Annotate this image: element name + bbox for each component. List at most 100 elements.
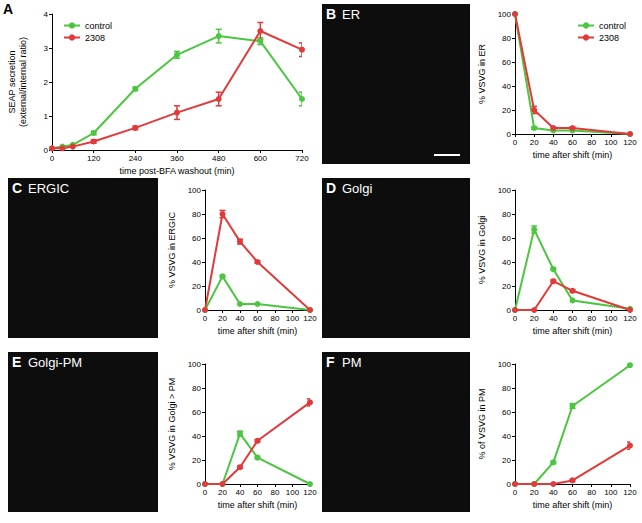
svg-text:time after shift (min): time after shift (min) <box>533 500 613 510</box>
svg-text:40: 40 <box>502 258 511 267</box>
svg-text:60: 60 <box>253 314 262 323</box>
svg-text:SEAP secretion: SEAP secretion <box>7 51 17 114</box>
svg-text:PM: PM <box>342 355 362 370</box>
svg-text:A: A <box>3 1 13 17</box>
svg-text:80: 80 <box>587 314 596 323</box>
svg-text:100: 100 <box>286 488 300 497</box>
svg-text:C: C <box>12 180 22 196</box>
svg-text:time after shift (min): time after shift (min) <box>533 326 613 336</box>
svg-text:% VSVG in ERGIC: % VSVG in ERGIC <box>167 211 177 288</box>
svg-text:100: 100 <box>498 10 512 19</box>
svg-text:ER: ER <box>342 7 360 22</box>
svg-text:60: 60 <box>502 408 511 417</box>
svg-text:1: 1 <box>44 112 49 121</box>
svg-text:40: 40 <box>192 432 201 441</box>
svg-text:100: 100 <box>604 314 618 323</box>
svg-text:ERGIC: ERGIC <box>28 181 69 196</box>
svg-text:120: 120 <box>623 314 637 323</box>
svg-text:80: 80 <box>587 138 596 147</box>
svg-text:60: 60 <box>568 138 577 147</box>
svg-text:2308: 2308 <box>85 33 105 43</box>
svg-text:40: 40 <box>549 314 558 323</box>
svg-text:40: 40 <box>502 432 511 441</box>
svg-text:100: 100 <box>498 360 512 369</box>
svg-text:120: 120 <box>623 488 637 497</box>
svg-text:80: 80 <box>271 488 280 497</box>
svg-text:40: 40 <box>192 258 201 267</box>
svg-text:2308: 2308 <box>599 33 619 43</box>
svg-text:120: 120 <box>623 138 637 147</box>
svg-text:4: 4 <box>44 10 49 19</box>
svg-text:60: 60 <box>253 488 262 497</box>
svg-text:120: 120 <box>87 154 101 163</box>
svg-text:20: 20 <box>218 488 227 497</box>
svg-text:80: 80 <box>587 488 596 497</box>
svg-text:100: 100 <box>286 314 300 323</box>
svg-text:120: 120 <box>303 488 317 497</box>
svg-text:20: 20 <box>192 456 201 465</box>
svg-text:60: 60 <box>192 408 201 417</box>
svg-text:20: 20 <box>530 138 539 147</box>
svg-text:20: 20 <box>502 106 511 115</box>
svg-text:80: 80 <box>502 34 511 43</box>
svg-text:100: 100 <box>604 138 618 147</box>
svg-text:0: 0 <box>507 480 512 489</box>
svg-text:40: 40 <box>549 488 558 497</box>
svg-text:40: 40 <box>549 138 558 147</box>
svg-text:100: 100 <box>498 186 512 195</box>
svg-text:80: 80 <box>192 384 201 393</box>
svg-text:time after shift (min): time after shift (min) <box>218 326 298 336</box>
svg-text:40: 40 <box>502 82 511 91</box>
svg-text:(external/internal ratio): (external/internal ratio) <box>18 37 28 127</box>
svg-text:% VSVG in Golgi > PM: % VSVG in Golgi > PM <box>167 378 177 470</box>
svg-text:80: 80 <box>271 314 280 323</box>
svg-text:E: E <box>12 354 21 370</box>
svg-text:80: 80 <box>192 210 201 219</box>
svg-text:0: 0 <box>203 488 208 497</box>
svg-text:B: B <box>326 6 336 22</box>
svg-text:480: 480 <box>212 154 226 163</box>
svg-text:0: 0 <box>44 146 49 155</box>
svg-text:100: 100 <box>188 186 202 195</box>
svg-text:Golgi: Golgi <box>342 181 372 196</box>
svg-text:0: 0 <box>197 480 202 489</box>
svg-text:20: 20 <box>502 282 511 291</box>
svg-text:0: 0 <box>513 488 518 497</box>
svg-text:time after shift (min): time after shift (min) <box>533 150 613 160</box>
svg-text:20: 20 <box>192 282 201 291</box>
svg-text:time post-BFA washout (min): time post-BFA washout (min) <box>119 166 234 176</box>
svg-text:80: 80 <box>502 210 511 219</box>
svg-text:D: D <box>326 180 336 196</box>
svg-text:0: 0 <box>507 306 512 315</box>
svg-text:120: 120 <box>303 314 317 323</box>
svg-text:0: 0 <box>203 314 208 323</box>
svg-text:time after shift (min): time after shift (min) <box>218 500 298 510</box>
svg-text:0: 0 <box>507 130 512 139</box>
svg-text:100: 100 <box>188 360 202 369</box>
svg-text:80: 80 <box>502 384 511 393</box>
svg-text:0: 0 <box>197 306 202 315</box>
svg-text:60: 60 <box>568 314 577 323</box>
svg-text:100: 100 <box>604 488 618 497</box>
svg-text:% VSVG in ER: % VSVG in ER <box>477 43 487 104</box>
svg-text:60: 60 <box>568 488 577 497</box>
svg-text:0: 0 <box>513 138 518 147</box>
svg-text:% of VSVG in PM: % of VSVG in PM <box>477 388 487 459</box>
svg-text:0: 0 <box>50 154 55 163</box>
svg-text:360: 360 <box>170 154 184 163</box>
svg-text:Golgi-PM: Golgi-PM <box>28 355 82 370</box>
svg-text:control: control <box>599 21 626 31</box>
svg-text:20: 20 <box>218 314 227 323</box>
svg-text:20: 20 <box>530 488 539 497</box>
svg-text:F: F <box>326 354 335 370</box>
svg-text:60: 60 <box>502 234 511 243</box>
svg-text:0: 0 <box>513 314 518 323</box>
svg-text:600: 600 <box>254 154 268 163</box>
svg-text:40: 40 <box>236 314 245 323</box>
svg-text:60: 60 <box>192 234 201 243</box>
svg-text:control: control <box>85 21 112 31</box>
svg-text:60: 60 <box>502 58 511 67</box>
svg-text:20: 20 <box>502 456 511 465</box>
svg-text:40: 40 <box>236 488 245 497</box>
svg-text:20: 20 <box>530 314 539 323</box>
